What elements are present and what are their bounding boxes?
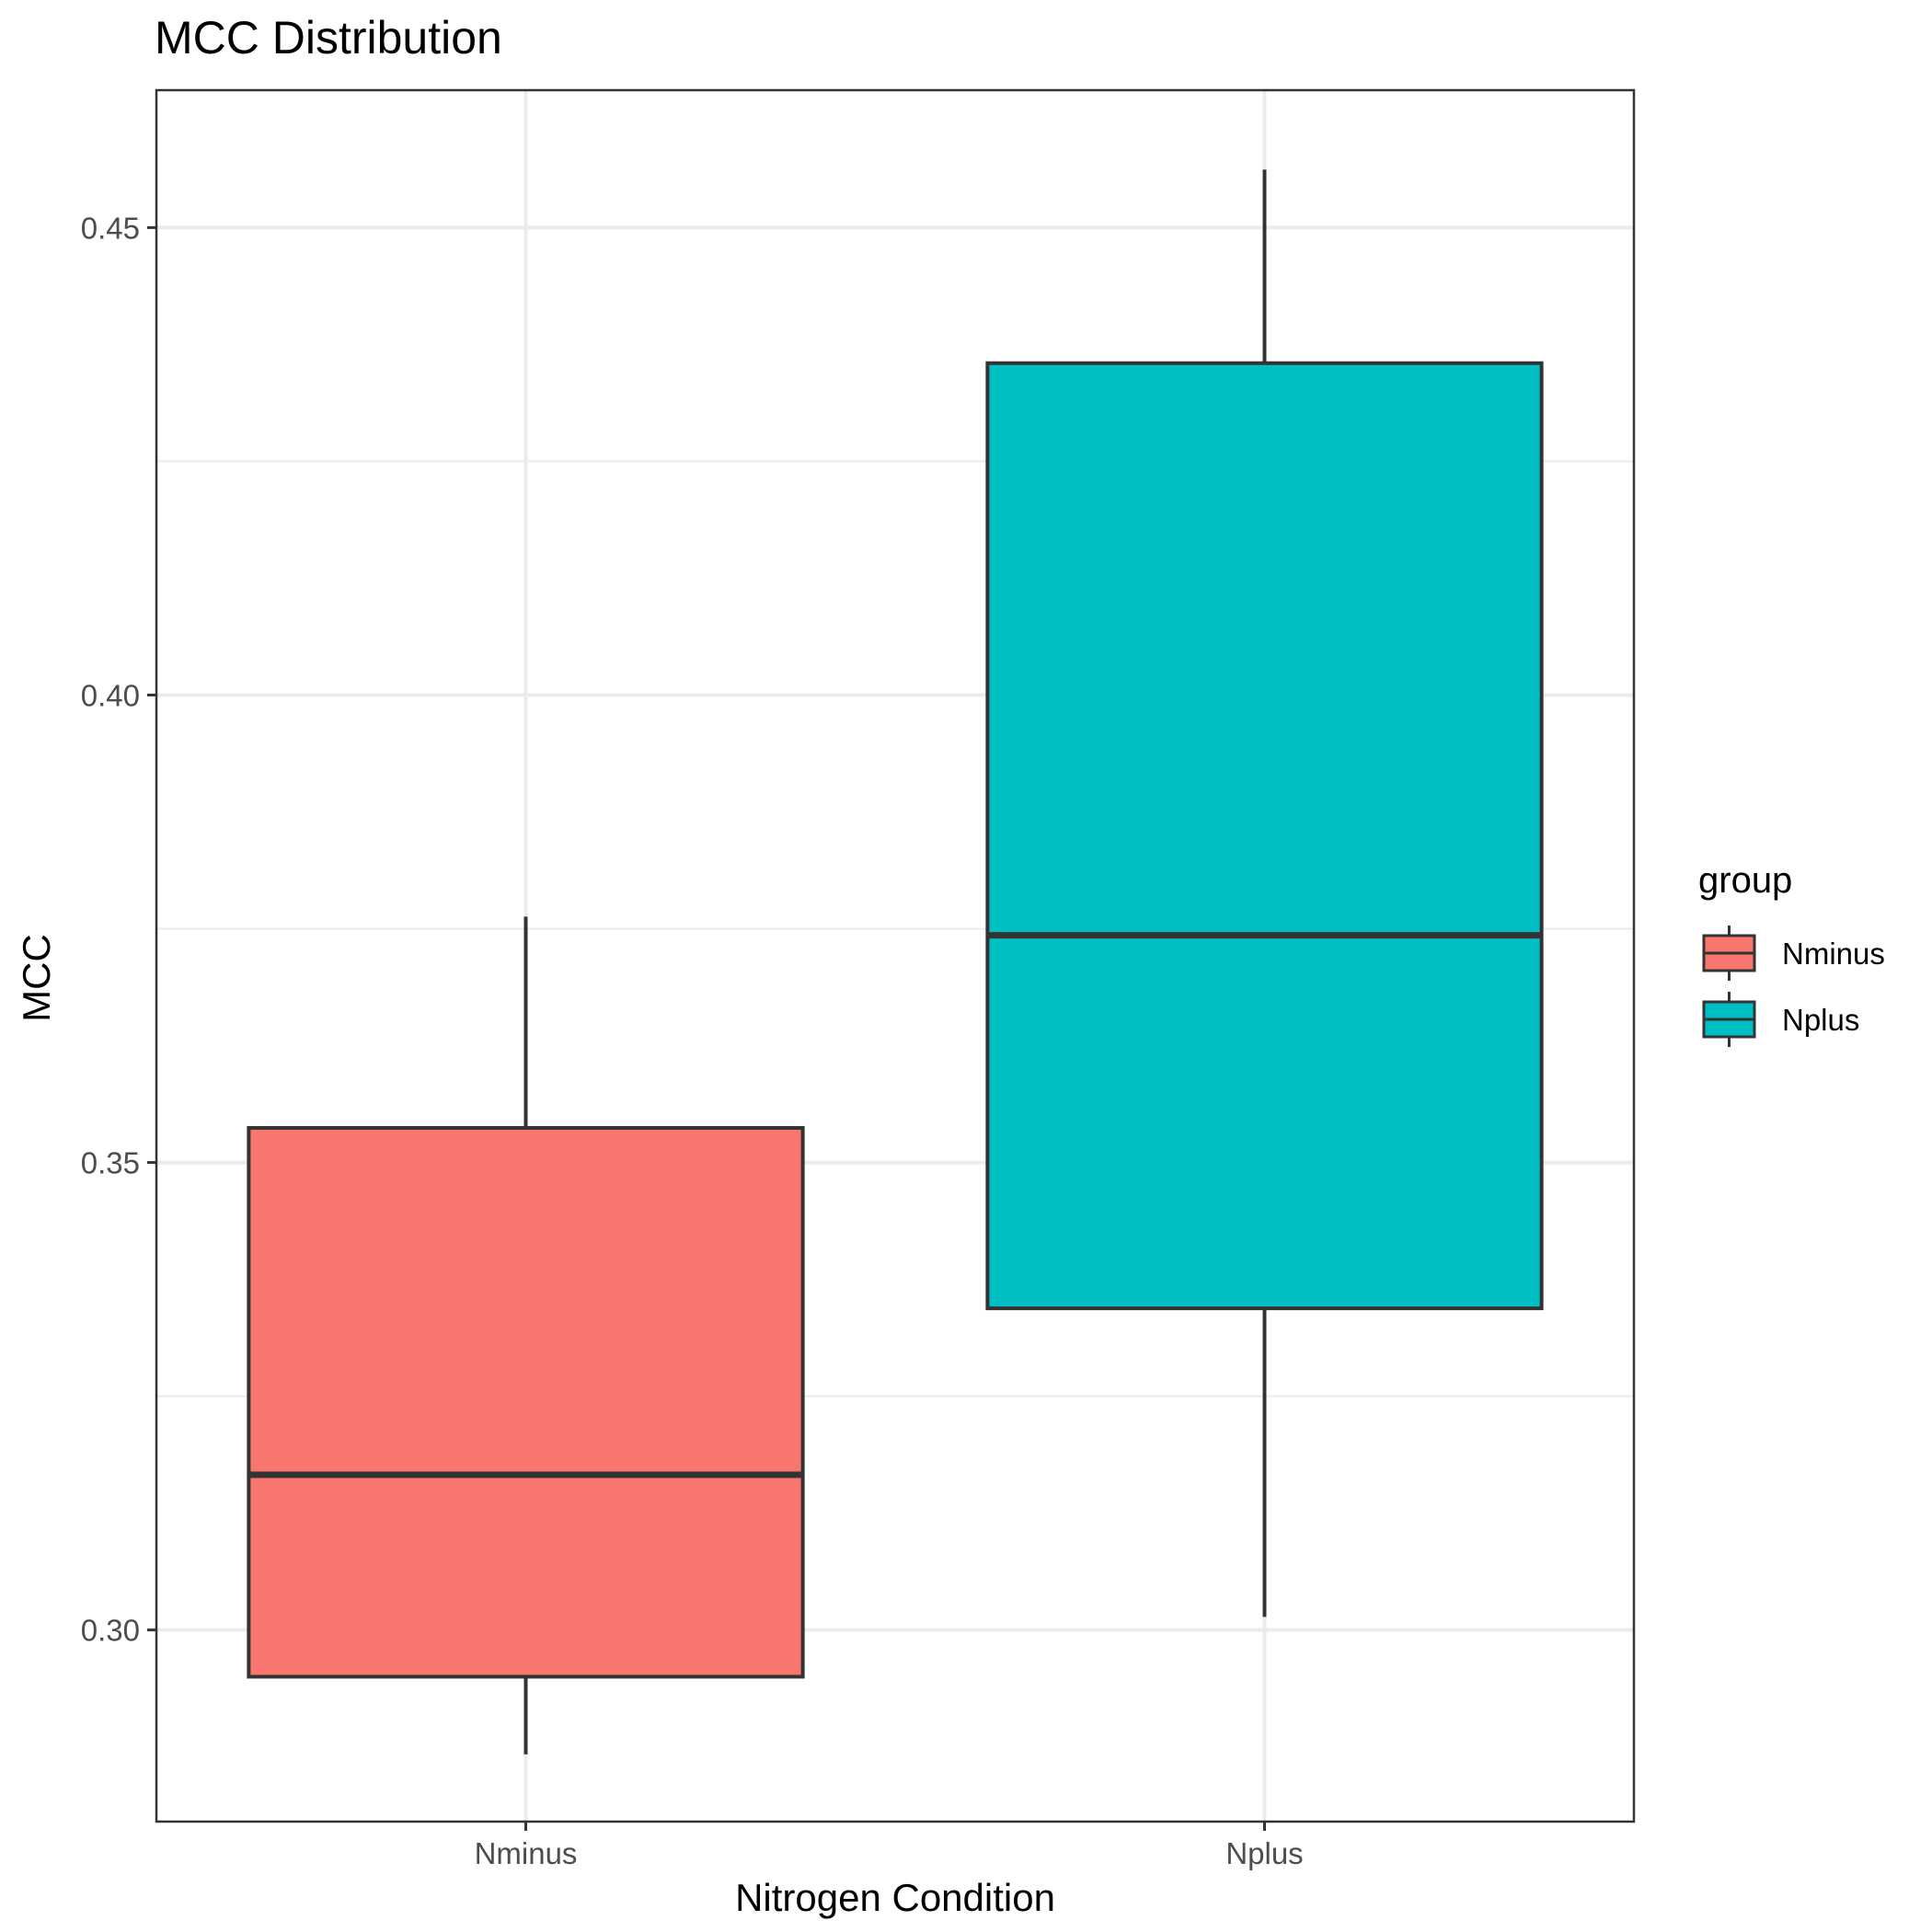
plot-panel-border [155,88,1636,1823]
box-nminus [247,1125,805,1679]
box-nplus [985,361,1544,1311]
x-tick-label: Nplus [1225,1836,1303,1870]
chart-title: MCC Distribution [155,12,502,63]
y-axis-title: MCC [15,934,58,1022]
y-tick-label: 0.40 [81,678,140,712]
x-tick-label: Nminus [475,1836,578,1870]
x-axis-title: Nitrogen Condition [735,1876,1055,1919]
y-tick-label: 0.30 [81,1614,140,1648]
y-tick-label: 0.45 [81,211,140,245]
legend-title: group [1698,860,1792,901]
y-tick-label: 0.35 [81,1146,140,1180]
legend-label-nminus: Nminus [1782,937,1885,971]
legend-label-nplus: Nplus [1782,1003,1859,1037]
